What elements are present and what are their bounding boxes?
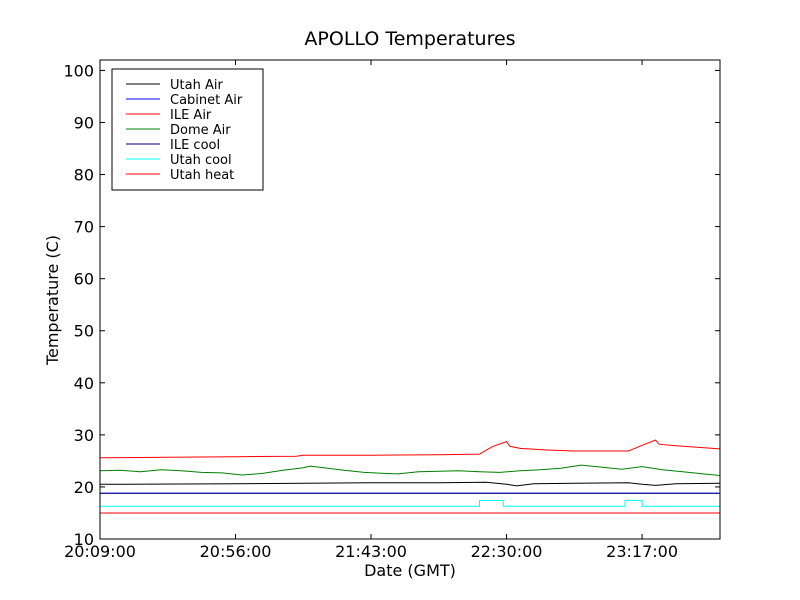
legend-label-utah-cool: Utah cool <box>170 153 232 168</box>
y-tick-label: 70 <box>74 218 94 237</box>
y-tick-label: 40 <box>74 374 94 393</box>
y-tick-label: 10 <box>74 530 94 549</box>
legend-label-utah-air: Utah Air <box>170 78 223 93</box>
y-tick-label: 100 <box>63 61 94 80</box>
x-axis-label: Date (GMT) <box>364 561 456 580</box>
x-tick-label: 22:30:00 <box>471 542 543 561</box>
y-tick-label: 80 <box>74 166 94 185</box>
legend-label-dome-air: Dome Air <box>170 123 231 138</box>
y-tick-label: 20 <box>74 478 94 497</box>
ticks-layer: 10 20 30 40 50 60 70 80 90 100 20:09:00 20:56:00 21:… <box>63 60 720 561</box>
y-tick-label: 50 <box>74 322 94 341</box>
x-tick-label: 23:17:00 <box>606 542 678 561</box>
legend-label-ile-cool: ILE cool <box>170 138 220 153</box>
series-layer <box>99 439 721 514</box>
y-tick-label: 90 <box>74 113 94 132</box>
legend-label-cabinet-air: Cabinet Air <box>170 93 243 108</box>
x-tick-label: 20:09:00 <box>64 542 136 561</box>
x-tick-label: 20:56:00 <box>200 542 272 561</box>
legend-label-ile-air: ILE Air <box>170 108 212 123</box>
chart-title: APOLLO Temperatures <box>304 28 515 50</box>
series-line-utah-cool <box>100 500 720 507</box>
y-tick-label: 30 <box>74 426 94 445</box>
y-axis-label: Temperature (C) <box>43 235 62 366</box>
series-line-dome-air <box>99 464 721 476</box>
y-tick-label: 60 <box>74 270 94 289</box>
series-line-utah-air <box>99 481 721 487</box>
legend-label-utah-heat: Utah heat <box>170 168 234 183</box>
series-line-ile-air <box>99 439 721 459</box>
plot-frame <box>99 59 721 540</box>
x-tick-label: 21:43:00 <box>335 542 407 561</box>
